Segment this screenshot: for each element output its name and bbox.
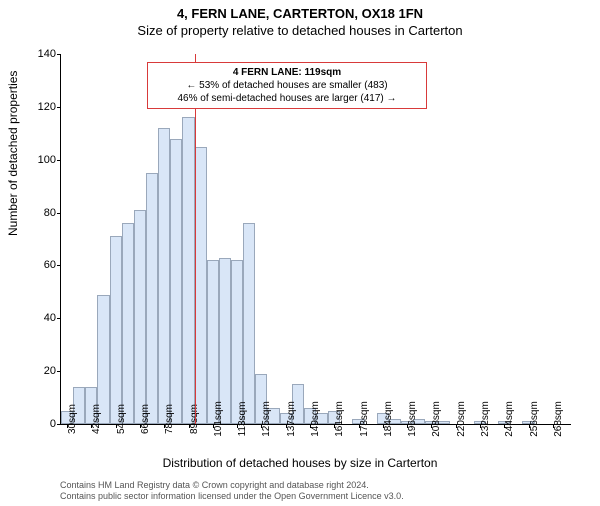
- annotation-line: 46% of semi-detached houses are larger (…: [154, 92, 420, 105]
- histogram-bar: [195, 147, 207, 425]
- x-tick-label: 256sqm: [529, 401, 540, 437]
- page-title-line1: 4, FERN LANE, CARTERTON, OX18 1FN: [0, 6, 600, 21]
- x-tick-label: 173sqm: [359, 401, 370, 437]
- attribution-text: Contains HM Land Registry data © Crown c…: [60, 480, 404, 502]
- x-axis-label: Distribution of detached houses by size …: [0, 456, 600, 470]
- y-tick-label: 40: [26, 312, 56, 324]
- y-tick-mark: [57, 213, 61, 214]
- x-tick-label: 220sqm: [456, 401, 467, 437]
- y-tick-mark: [57, 160, 61, 161]
- x-tick-label: 66sqm: [140, 404, 151, 434]
- x-tick-label: 78sqm: [164, 404, 175, 434]
- histogram-bar: [122, 223, 134, 424]
- y-tick-mark: [57, 265, 61, 266]
- x-tick-label: 161sqm: [334, 401, 345, 437]
- property-marker-line: [195, 54, 196, 424]
- histogram-bar: [219, 258, 231, 425]
- histogram-bar: [231, 260, 243, 424]
- y-tick-label: 60: [26, 259, 56, 271]
- histogram-bar: [170, 139, 182, 424]
- x-tick-label: 137sqm: [286, 401, 297, 437]
- y-tick-label: 20: [26, 365, 56, 377]
- y-tick-mark: [57, 54, 61, 55]
- histogram-bar: [243, 223, 255, 424]
- annotation-box: 4 FERN LANE: 119sqm← 53% of detached hou…: [147, 62, 427, 109]
- plot-area: 02040608010012014030sqm42sqm54sqm66sqm78…: [60, 54, 571, 425]
- y-tick-mark: [57, 424, 61, 425]
- y-tick-label: 80: [26, 207, 56, 219]
- x-tick-label: 101sqm: [213, 401, 224, 437]
- x-tick-label: 244sqm: [504, 401, 515, 437]
- attribution-line1: Contains HM Land Registry data © Crown c…: [60, 480, 404, 491]
- y-axis-label: Number of detached properties: [6, 71, 20, 236]
- x-tick-label: 208sqm: [431, 401, 442, 437]
- x-tick-label: 113sqm: [237, 402, 248, 437]
- x-tick-label: 54sqm: [116, 404, 127, 434]
- attribution-line2: Contains public sector information licen…: [60, 491, 404, 502]
- x-tick-label: 30sqm: [67, 404, 78, 434]
- y-tick-label: 140: [26, 48, 56, 60]
- annotation-line: 4 FERN LANE: 119sqm: [154, 66, 420, 79]
- x-tick-label: 149sqm: [310, 401, 321, 437]
- y-tick-mark: [57, 107, 61, 108]
- y-tick-mark: [57, 318, 61, 319]
- histogram-bar: [182, 117, 194, 424]
- y-tick-label: 100: [26, 154, 56, 166]
- y-tick-label: 0: [26, 418, 56, 430]
- x-tick-label: 42sqm: [91, 404, 102, 434]
- annotation-line: ← 53% of detached houses are smaller (48…: [154, 79, 420, 92]
- histogram-bar: [110, 236, 122, 424]
- x-tick-label: 184sqm: [383, 401, 394, 437]
- page-title-line2: Size of property relative to detached ho…: [0, 23, 600, 38]
- histogram-bar: [207, 260, 219, 424]
- x-tick-label: 125sqm: [261, 401, 272, 437]
- y-tick-mark: [57, 371, 61, 372]
- histogram-bar: [134, 210, 146, 424]
- x-tick-label: 196sqm: [407, 401, 418, 437]
- x-tick-label: 268sqm: [553, 401, 564, 437]
- x-tick-label: 232sqm: [480, 401, 491, 437]
- histogram-bar: [158, 128, 170, 424]
- histogram-bar: [146, 173, 158, 424]
- y-tick-label: 120: [26, 101, 56, 113]
- chart-container: 02040608010012014030sqm42sqm54sqm66sqm78…: [60, 54, 570, 424]
